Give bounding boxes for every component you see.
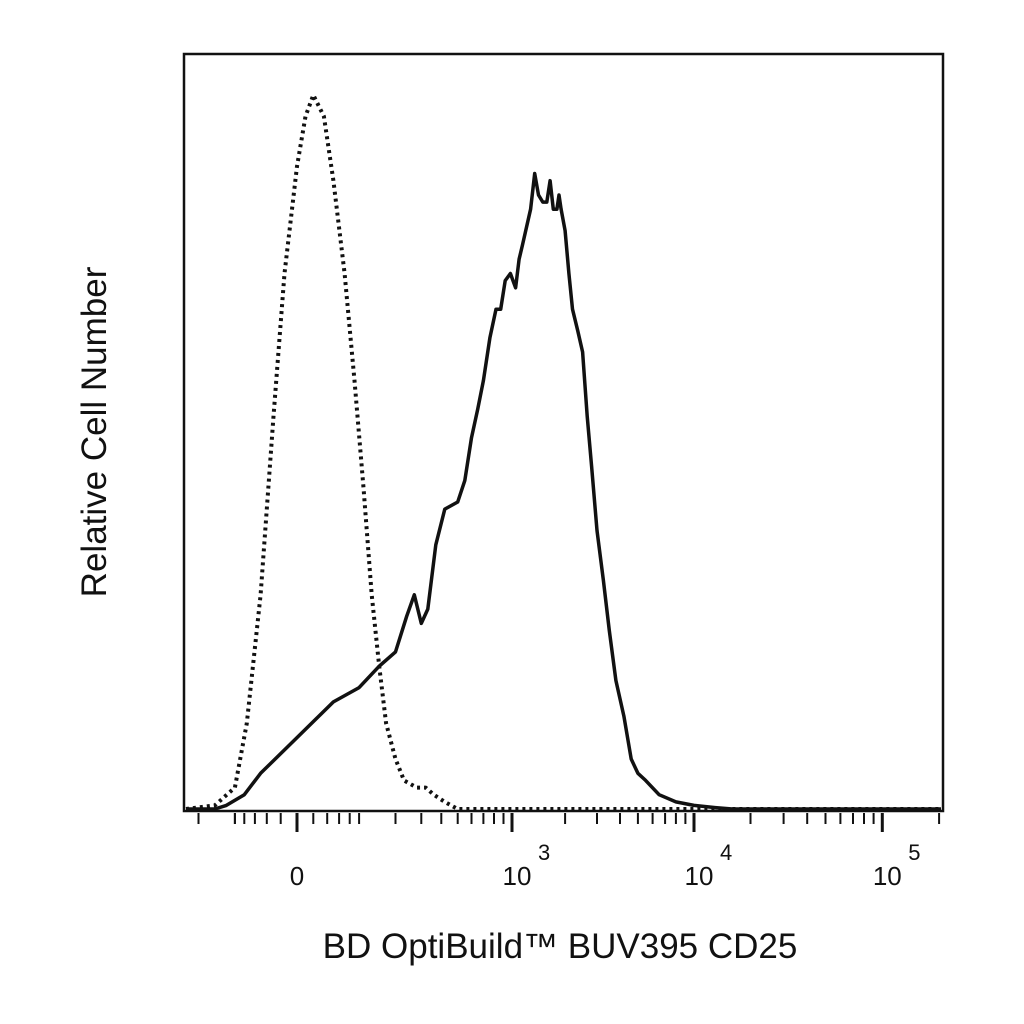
x-tick-exponent: 3 [538,840,550,865]
x-axis-label: BD OptiBuild™ BUV395 CD25 [323,927,798,966]
control-histogram-line [185,93,941,811]
stained-histogram-line [186,171,941,811]
y-axis-label: Relative Cell Number [75,266,114,597]
x-tick-label: 10 [685,861,714,891]
x-tick-exponent: 5 [908,840,920,865]
x-tick-exponent: 4 [720,840,732,865]
x-axis-minor-ticks [197,813,941,824]
x-tick-label: 0 [290,861,304,891]
plot-frame [182,52,945,813]
x-axis-major-ticks [295,813,884,832]
x-tick-label: 10 [503,861,532,891]
series-layer [185,93,941,811]
x-tick-label: 10 [873,861,902,891]
